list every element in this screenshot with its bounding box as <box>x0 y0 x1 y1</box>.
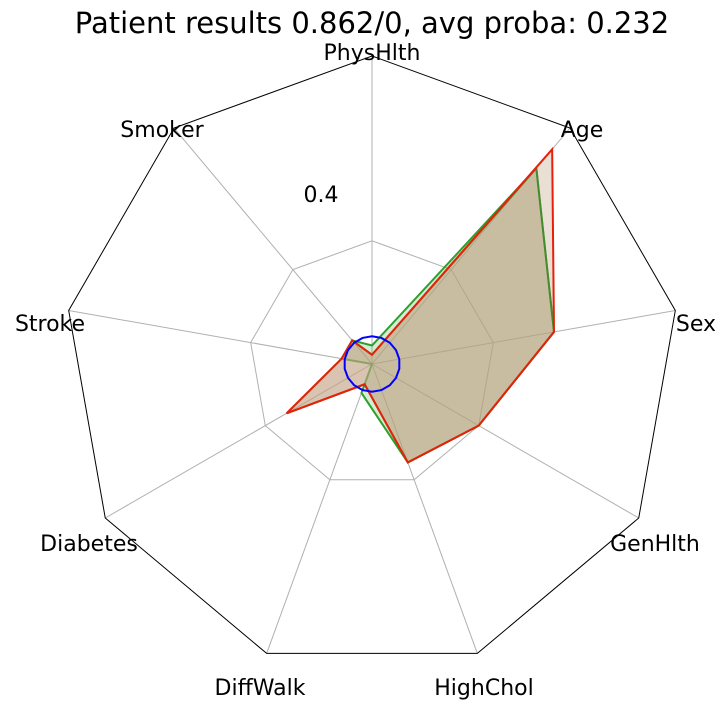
spoke-line <box>371 310 676 365</box>
outer-frame <box>68 55 676 654</box>
grid <box>68 55 676 654</box>
spoke-line <box>371 363 478 654</box>
axis-label-smoker: Smoker <box>120 118 204 143</box>
axis-label-genhlth: GenHlth <box>610 532 700 557</box>
spoke-line <box>173 127 373 365</box>
radial-tick-label: 0.4 <box>304 183 339 208</box>
spoke-line <box>371 363 639 519</box>
series-polygon-3 <box>343 335 401 393</box>
axis-label-age: Age <box>561 118 604 143</box>
spoke-line <box>105 363 373 519</box>
chart-title: Patient results 0.862/0, avg proba: 0.23… <box>75 6 669 40</box>
grid-ring <box>250 240 494 481</box>
axis-label-sex: Sex <box>676 312 716 337</box>
axis-label-stroke: Stroke <box>15 312 85 337</box>
axis-label-highchol: HighChol <box>434 676 533 701</box>
axis-label-physhlth: PhysHlth <box>324 41 421 66</box>
spoke-line <box>266 363 373 654</box>
axis-label-diffwalk: DiffWalk <box>215 676 306 701</box>
axis-label-diabetes: Diabetes <box>40 532 138 557</box>
series-group <box>285 146 556 464</box>
spoke-line <box>68 310 373 365</box>
axis-labels: PhysHlth Age Sex GenHlth HighChol DiffWalk Dia… <box>15 41 716 701</box>
